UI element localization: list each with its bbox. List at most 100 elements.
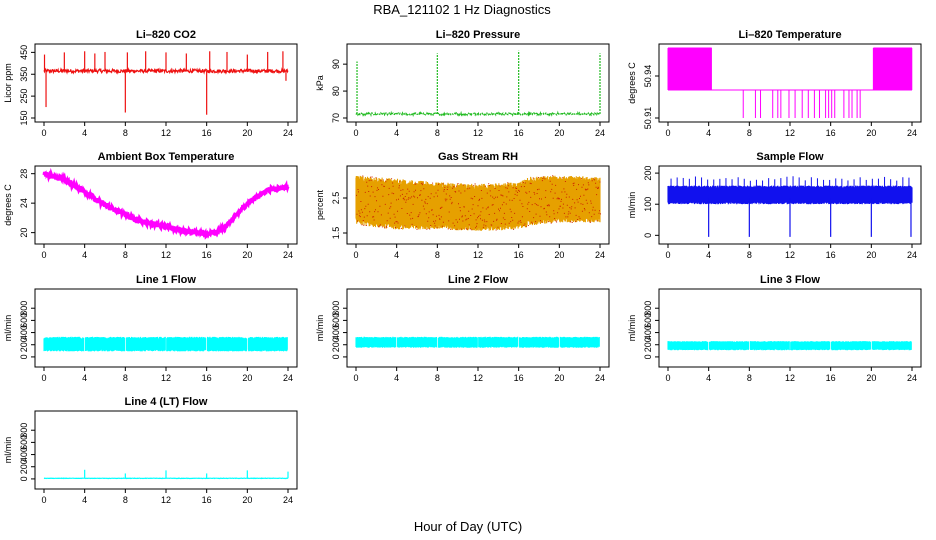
panel-2-frame <box>346 43 610 123</box>
panel-1-xtick-label-2: 4 <box>82 128 87 138</box>
panel-5-ytick-label-1: 1.5 <box>331 227 341 240</box>
panel-2-xtick-label-7: 24 <box>595 128 605 138</box>
panel-8-xtick-label-6: 20 <box>554 373 564 383</box>
panel-6-data <box>667 176 913 237</box>
panel-8-data <box>355 336 600 348</box>
panel-3-data <box>667 47 913 118</box>
panel-9-ytick-label-1: 0 <box>643 354 653 359</box>
panel-7-ytick-label-4: 600 <box>19 313 29 328</box>
panel-10-xtick-label-5: 16 <box>202 495 212 505</box>
panel-3-xtick-label-5: 16 <box>826 128 836 138</box>
panel-8-xtick-label-3: 8 <box>435 373 440 383</box>
panel-3-xtick-label-6: 20 <box>866 128 876 138</box>
panel-4: Ambient Box Temperature degrees C 0 4 8 12 16 2… <box>3 151 298 260</box>
panel-2-xtick-label-1: 0 <box>353 128 358 138</box>
panel-5-series-1-band <box>355 175 601 231</box>
panel-1-xtick-label-3: 8 <box>123 128 128 138</box>
panel-8-ytick-label-5: 800 <box>331 301 341 316</box>
panel-2-ylabel: kPa <box>315 75 325 91</box>
panel-8-xtick-label-1: 0 <box>353 373 358 383</box>
panel-2-title: Li–820 Pressure <box>436 29 520 41</box>
panel-8-ytick-label-4: 600 <box>331 313 341 328</box>
panel-7-ytick-label-3: 400 <box>19 325 29 340</box>
panel-9-xtick-label-5: 16 <box>826 373 836 383</box>
panel-1-ytick-label-4: 450 <box>19 45 29 60</box>
panel-4-ylabel: degrees C <box>3 184 13 226</box>
x-axis-caption: Hour of Day (UTC) <box>414 519 522 534</box>
panel-6: Sample Flow ml/min 0 4 8 12 16 20 24 0 100 200 <box>627 151 922 260</box>
panel-9-xtick-label-2: 4 <box>706 373 711 383</box>
panel-1-ytick-label-2: 250 <box>19 89 29 104</box>
panel-9-xtick-label-6: 20 <box>866 373 876 383</box>
panel-8-ytick-label-3: 400 <box>331 325 341 340</box>
panel-4-xtick-label-3: 8 <box>123 250 128 260</box>
panel-4-xtick-label-4: 12 <box>161 250 171 260</box>
panel-10-data <box>43 469 289 480</box>
panel-6-xtick-label-4: 12 <box>785 250 795 260</box>
panel-1: Li–820 CO2 Licor ppm 0 4 8 12 16 20 24 150 250 350 4… <box>3 29 298 138</box>
panel-6-xtick-label-1: 0 <box>665 250 670 260</box>
panel-7-xtick-label-2: 4 <box>82 373 87 383</box>
panel-2-series-1-line <box>355 110 600 118</box>
panel-10-xtick-label-6: 20 <box>242 495 252 505</box>
panel-9-xtick-label-4: 12 <box>785 373 795 383</box>
panel-7-ytick-label-2: 200 <box>19 337 29 352</box>
panel-8-ytick-label-2: 200 <box>331 337 341 352</box>
panel-10-ytick-label-4: 600 <box>19 435 29 450</box>
panel-3-xtick-label-7: 24 <box>907 128 917 138</box>
panel-4-xtick-label-6: 20 <box>242 250 252 260</box>
panel-8-xtick-label-5: 16 <box>514 373 524 383</box>
figure-title: RBA_121102 1 Hz Diagnostics <box>373 2 551 17</box>
panel-7: Line 1 Flow ml/min 0 4 8 12 16 20 24 0 20040060080… <box>3 274 298 383</box>
panel-4-data <box>42 167 290 240</box>
panel-2-ytick-label-3: 90 <box>331 59 341 69</box>
panel-4-ytick-label-2: 24 <box>19 198 29 208</box>
panel-10-xtick-label-1: 0 <box>41 495 46 505</box>
panel-4-xtick-label-5: 16 <box>202 250 212 260</box>
panel-9-ytick-label-4: 600 <box>643 313 653 328</box>
panel-1-xtick-label-6: 20 <box>242 128 252 138</box>
panel-8-title: Line 2 Flow <box>448 274 508 286</box>
panel-2-xtick-label-5: 16 <box>514 128 524 138</box>
panel-9-xtick-label-1: 0 <box>665 373 670 383</box>
panel-1-xtick-label-1: 0 <box>41 128 46 138</box>
panel-2-ytick-label-2: 80 <box>331 86 341 96</box>
panel-9-frame <box>658 288 922 368</box>
panel-2-xtick-label-6: 20 <box>554 128 564 138</box>
panel-5-xtick-label-3: 8 <box>435 250 440 260</box>
panel-10-ylabel: ml/min <box>3 437 13 464</box>
panel-9-series-1-band <box>667 341 912 351</box>
panel-10-ytick-label-1: 0 <box>19 476 29 481</box>
panel-2-xtick-label-2: 4 <box>394 128 399 138</box>
panel-10-ytick-label-5: 800 <box>19 423 29 438</box>
panel-9-data <box>667 341 912 351</box>
panel-9: Line 3 Flow ml/min 0 4 8 12 16 20 24 0 20040060080… <box>627 274 922 383</box>
panel-1-title: Li–820 CO2 <box>136 29 196 41</box>
panel-grid: Li–820 CO2 Licor ppm 0 4 8 12 16 20 24 150 250 350 4… <box>3 29 922 505</box>
panel-5-xtick-label-6: 20 <box>554 250 564 260</box>
panel-6-title: Sample Flow <box>756 151 824 163</box>
panel-4-title: Ambient Box Temperature <box>98 151 235 163</box>
panel-8-ytick-label-1: 0 <box>331 354 341 359</box>
panel-2-xtick-label-4: 12 <box>473 128 483 138</box>
panel-4-xtick-label-1: 0 <box>41 250 46 260</box>
panel-7-title: Line 1 Flow <box>136 274 196 286</box>
panel-1-ytick-label-3: 350 <box>19 67 29 82</box>
panel-10-xtick-label-4: 12 <box>161 495 171 505</box>
panel-3-title: Li–820 Temperature <box>738 29 841 41</box>
panel-6-ytick-label-1: 0 <box>643 233 653 238</box>
panel-8-xtick-label-7: 24 <box>595 373 605 383</box>
panel-8-ylabel: ml/min <box>315 315 325 342</box>
panel-9-ytick-label-2: 200 <box>643 337 653 352</box>
panel-1-ytick-label-1: 150 <box>19 110 29 125</box>
panel-10-ytick-label-3: 400 <box>19 447 29 462</box>
panel-8-xtick-label-4: 12 <box>473 373 483 383</box>
panel-7-ytick-label-5: 800 <box>19 301 29 316</box>
panel-4-series-1-noise <box>43 170 289 239</box>
panel-7-data <box>43 336 288 352</box>
panel-4-frame <box>34 165 298 245</box>
panel-9-ytick-label-5: 800 <box>643 301 653 316</box>
panel-10-xtick-label-2: 4 <box>82 495 87 505</box>
panel-6-xtick-label-5: 16 <box>826 250 836 260</box>
